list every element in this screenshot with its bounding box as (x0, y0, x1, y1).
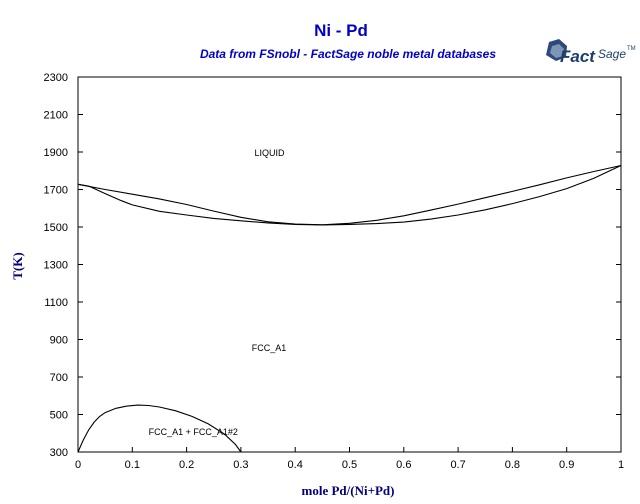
logo-tm-text: TM (627, 46, 636, 52)
plot-frame (77, 76, 622, 453)
region-labels: LIQUID FCC_A1 FCC_A1 + FCC_A1#2 (149, 148, 287, 437)
y-tick-label: 1100 (44, 297, 68, 309)
x-tick-label: 0.4 (288, 459, 303, 471)
solidus-curve (77, 165, 622, 226)
logo-fact-text: Fact (560, 47, 596, 66)
logo-emblem-inner-icon (550, 44, 564, 58)
x-tick-label: 0.9 (559, 459, 574, 471)
y-tick-label: 1500 (44, 222, 68, 234)
miscibility-gap-curve (77, 404, 242, 453)
x-tick-label: 1 (618, 459, 624, 471)
x-tick-label: 0.5 (342, 459, 357, 471)
y-tick-label: 2100 (44, 110, 68, 122)
x-tick-label: 0.8 (505, 459, 520, 471)
x-tick-label: 0.1 (125, 459, 140, 471)
liquidus-curve (77, 164, 622, 226)
y-tick-label: 500 (50, 410, 68, 422)
y-axis: 300 500 700 900 1100 1300 1500 1700 1900 2100 2300 (44, 72, 621, 459)
x-tick-label: 0.6 (396, 459, 411, 471)
y-tick-label: 1700 (44, 185, 68, 197)
y-axis-label: T(K) (10, 252, 25, 279)
x-tick-label: 0 (75, 459, 81, 471)
x-axis: 0 0.1 0.2 0.3 0.4 0.5 0.6 0.7 0.8 0.9 1 (75, 447, 624, 471)
y-tick-label: 1300 (44, 260, 68, 272)
logo-sage-text: Sage (598, 47, 626, 61)
x-tick-label: 0.7 (450, 459, 465, 471)
y-tick-label: 700 (50, 372, 68, 384)
region-label: FCC_A1 + FCC_A1#2 (149, 427, 238, 437)
region-label: LIQUID (254, 148, 285, 158)
chart-title: Ni - Pd (314, 21, 368, 40)
region-label: FCC_A1 (252, 343, 287, 353)
y-tick-label: 300 (50, 447, 68, 459)
chart-subtitle: Data from FSnobl - FactSage noble metal … (200, 47, 496, 61)
factsage-logo: Fact Sage TM (546, 39, 636, 66)
x-tick-label: 0.3 (233, 459, 248, 471)
y-tick-label: 900 (50, 335, 68, 347)
x-axis-label: mole Pd/(Ni+Pd) (302, 483, 395, 498)
phase-boundaries (77, 164, 622, 453)
y-tick-label: 1900 (44, 147, 68, 159)
y-tick-label: 2300 (44, 72, 68, 84)
x-tick-label: 0.2 (179, 459, 194, 471)
